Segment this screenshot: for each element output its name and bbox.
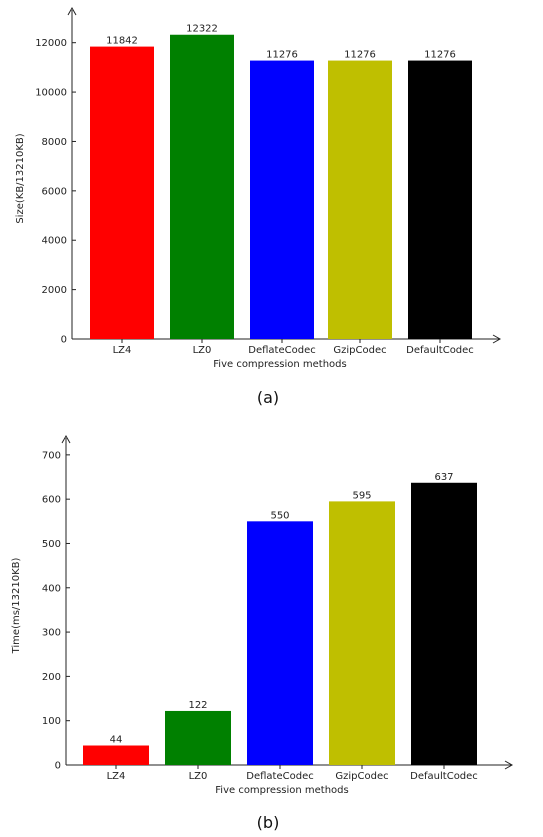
y-tick-label: 0 [61, 335, 67, 346]
y-axis-arrow [67, 6, 77, 16]
x-tick-label: DefaultCodec [410, 771, 478, 782]
y-tick-label: 400 [42, 583, 61, 594]
y-tick-label: 0 [55, 761, 61, 772]
x-tick-label: LZ4 [113, 345, 132, 356]
y-tick-label: 2000 [42, 285, 67, 296]
y-tick-label: 6000 [42, 186, 67, 197]
figure-caption: (b) [257, 813, 280, 832]
x-tick-label: DefaultCodec [406, 345, 474, 356]
x-axis-title: Five compression methods [215, 785, 348, 796]
y-tick-label: 8000 [42, 137, 67, 148]
bar-lz4 [90, 46, 154, 340]
x-axis-arrow [492, 334, 502, 344]
bar-defaultcodec [411, 482, 477, 765]
bar-gzipcodec [328, 60, 392, 339]
data-label: 122 [188, 700, 207, 711]
data-label: 44 [110, 735, 123, 746]
x-tick-label: LZ0 [189, 771, 208, 782]
chart-time: 0 100 200 300 400 500 600 700 44 LZ4 122 LZ0 550 Defl… [11, 434, 514, 832]
y-axis-title: Size(KB/13210KB) [15, 133, 26, 223]
data-label: 11276 [344, 50, 376, 61]
bar-deflatecodec [250, 60, 314, 339]
data-label: 11842 [106, 36, 138, 47]
y-tick-label: 4000 [42, 236, 67, 247]
data-label: 11276 [424, 50, 456, 61]
x-tick-label: LZ4 [107, 771, 126, 782]
bar-lz0 [165, 710, 231, 765]
data-label: 595 [352, 490, 371, 501]
data-label: 550 [270, 510, 289, 521]
x-tick-label: DeflateCodec [246, 771, 313, 782]
data-label: 11276 [266, 50, 298, 61]
bar-deflatecodec [247, 521, 313, 765]
bar-lz4 [83, 745, 149, 765]
y-tick-label: 600 [42, 495, 61, 506]
x-axis-arrow [504, 760, 514, 770]
bar-gzipcodec [329, 501, 395, 765]
y-tick-label: 700 [42, 450, 61, 461]
bar-defaultcodec [408, 60, 472, 339]
y-tick-label: 10000 [35, 88, 67, 99]
y-tick-label: 300 [42, 628, 61, 639]
figure-caption: (a) [257, 388, 279, 407]
x-tick-label: GzipCodec [333, 345, 386, 356]
x-axis-title: Five compression methods [213, 359, 346, 370]
y-tick-label: 500 [42, 539, 61, 550]
x-tick-label: LZ0 [193, 345, 212, 356]
bar-lz0 [170, 34, 234, 339]
y-tick-label: 12000 [35, 38, 67, 49]
y-axis-arrow [61, 434, 71, 444]
x-tick-label: DeflateCodec [248, 345, 315, 356]
data-label: 637 [434, 472, 453, 483]
chart-size: 0 2000 4000 6000 8000 10000 12000 11842 LZ4 12322… [15, 6, 502, 407]
data-label: 12322 [186, 24, 218, 35]
x-tick-label: GzipCodec [335, 771, 388, 782]
y-tick-label: 200 [42, 672, 61, 683]
y-axis-title: Time(ms/13210KB) [11, 557, 22, 654]
y-tick-label: 100 [42, 716, 61, 727]
